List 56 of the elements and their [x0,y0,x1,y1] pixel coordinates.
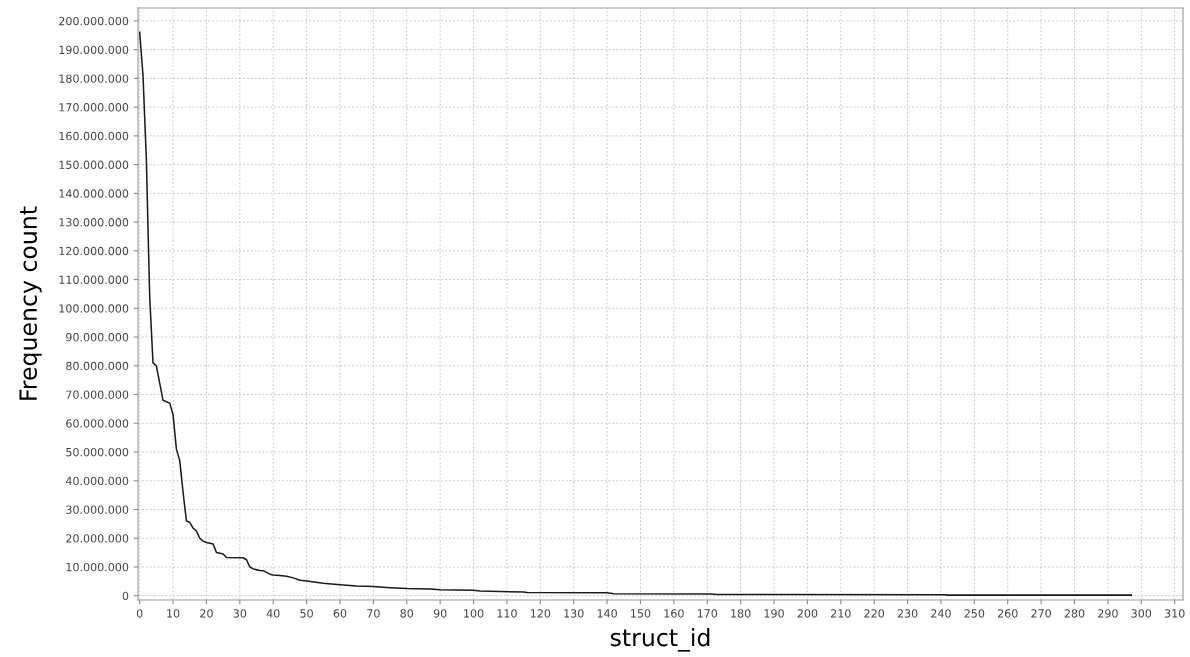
x-tick-label: 310 [1164,609,1185,618]
y-tick-label: 90.000.000 [66,333,129,342]
y-tick-label: 50.000.000 [66,447,129,457]
x-tick-label: 10 [167,609,180,618]
x-tick-label: 250 [964,609,985,618]
y-tick-label: 120.000.000 [59,246,129,256]
x-tick-label: 40 [266,609,280,618]
x-tick-label: 150 [631,609,651,618]
y-tick-label: 10.000.000 [66,562,129,572]
x-tick-label: 60 [333,609,347,618]
x-tick-label: 20 [200,609,213,618]
x-tick-label: 130 [564,609,584,618]
x-tick-label: 240 [931,609,951,618]
x-tick-label: 70 [367,609,380,618]
y-tick-label: 60.000.000 [66,419,129,428]
y-tick-label: 170.000.000 [59,103,129,112]
x-axis-title: struct_id [610,628,710,652]
x-tick-label: 110 [497,609,517,618]
y-tick-label: 100.000.000 [59,304,129,313]
y-tick-label: 0 [122,591,129,601]
x-tick-label: 90 [433,609,447,618]
y-tick-label: 70.000.000 [66,390,129,399]
x-tick-label: 0 [136,609,143,618]
y-tick-label: 180.000.000 [59,74,129,83]
x-tick-label: 270 [1031,609,1051,618]
x-tick-label: 300 [1131,609,1152,618]
x-tick-label: 230 [897,609,918,618]
y-tick-label: 80.000.000 [66,361,129,371]
x-tick-label: 210 [831,609,851,618]
x-tick-label: 170 [697,609,718,618]
y-tick-label: 190.000.000 [59,45,129,55]
y-tick-label: 200.000.000 [59,16,129,26]
x-tick-label: 220 [864,609,885,618]
y-tick-label: 150.000.000 [59,160,129,169]
y-tick-label: 30.000.000 [66,505,129,514]
x-tick-label: 190 [764,609,784,618]
x-tick-label: 50 [300,609,313,618]
x-tick-label: 140 [597,609,617,618]
x-tick-label: 280 [1064,609,1085,618]
x-tick-label: 100 [464,609,484,618]
x-tick-label: 260 [997,609,1018,618]
y-tick-label: 20.000.000 [66,534,129,543]
x-tick-label: 160 [664,609,684,618]
x-tick-label: 180 [731,609,751,618]
y-tick-label: 140.000.000 [59,189,129,198]
y-tick-label: 110.000.000 [59,275,129,284]
x-tick-label: 200 [797,609,818,618]
y-tick-label: 40.000.000 [65,476,129,486]
x-tick-label: 80 [400,609,414,618]
x-tick-label: 120 [530,609,551,618]
x-tick-label: 30 [233,609,247,618]
y-axis-title: Frequency count [19,206,42,400]
y-tick-label: 160.000.000 [59,131,129,141]
y-tick-label: 130.000.000 [59,218,129,227]
line-series [138,31,1133,596]
x-tick-label: 290 [1098,609,1118,618]
